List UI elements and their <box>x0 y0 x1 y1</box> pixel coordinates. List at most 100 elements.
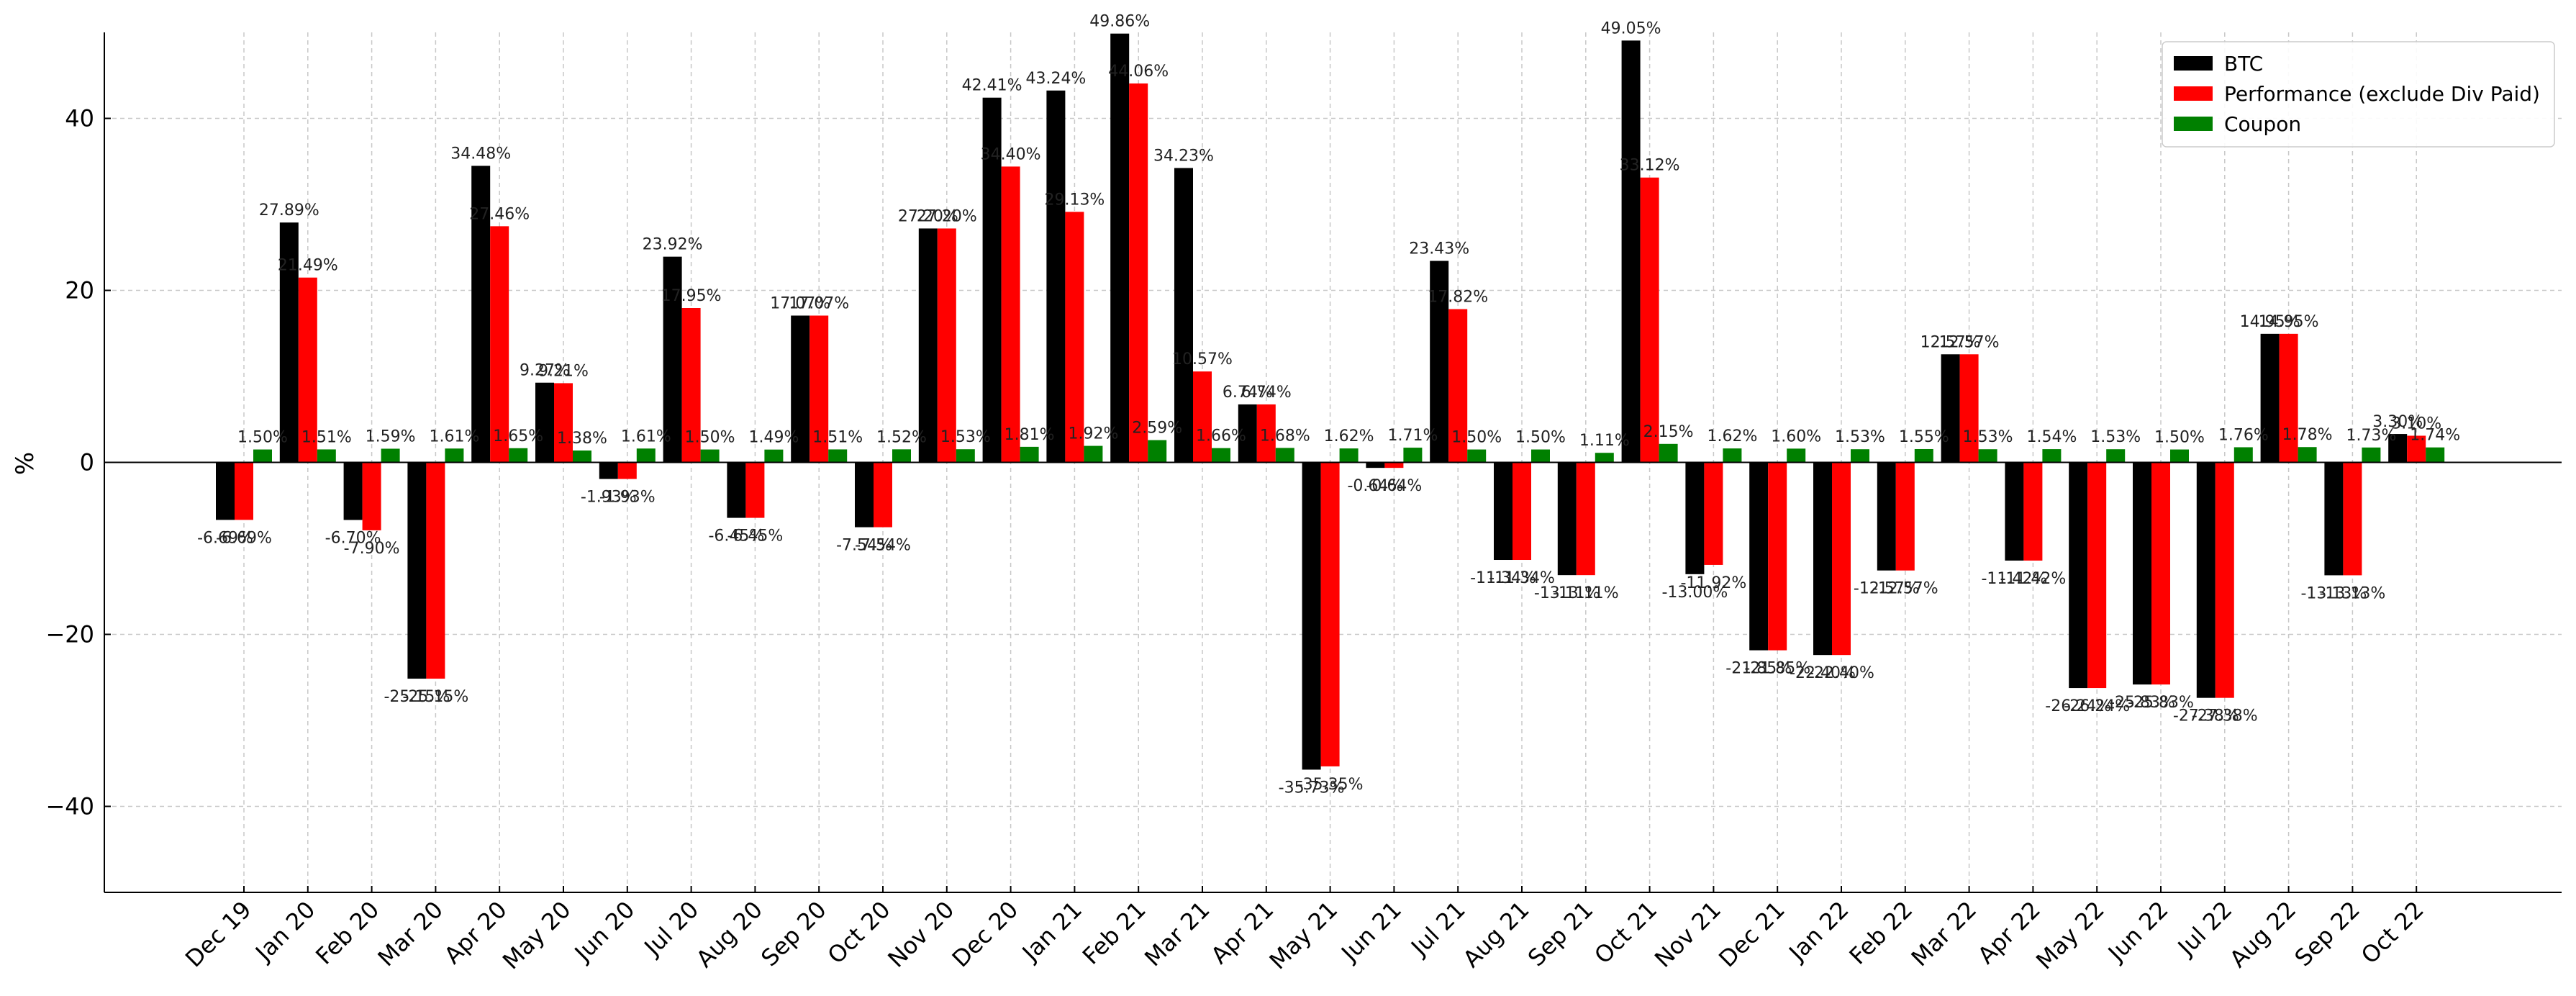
performance-value-label: 21.49% <box>278 257 338 275</box>
btc-value-label: 34.48% <box>450 145 511 163</box>
coupon-bar <box>1084 445 1103 463</box>
btc-bar <box>2388 434 2408 463</box>
coupon-bar <box>1914 448 1933 463</box>
btc-value-label: -25.15% <box>384 688 450 706</box>
coupon-value-label: 1.54% <box>2026 428 2077 446</box>
performance-bar <box>2215 462 2234 698</box>
coupon-bar <box>1787 448 1806 463</box>
btc-value-label: 23.92% <box>643 236 703 254</box>
performance-bar <box>1193 371 1212 463</box>
y-tick-label: 0 <box>80 449 94 476</box>
performance-value-label: 27.20% <box>917 207 977 225</box>
coupon-bar <box>764 449 784 463</box>
coupon-bar <box>381 448 400 463</box>
x-tick-label: May 20 <box>497 896 576 975</box>
btc-value-label: -25.83% <box>2109 694 2175 712</box>
btc-bar <box>1302 462 1321 770</box>
btc-value-label: -22.40% <box>1790 664 1856 682</box>
performance-value-label: 6.74% <box>1241 384 1292 402</box>
performance-value-label: -25.15% <box>402 688 468 706</box>
coupon-bar <box>1659 443 1678 463</box>
performance-value-label: 17.07% <box>789 295 849 313</box>
btc-bar <box>2196 462 2216 698</box>
coupon-value-label: 1.50% <box>1515 429 1566 447</box>
performance-bar <box>298 277 317 463</box>
performance-value-label: 10.57% <box>1172 350 1233 368</box>
btc-bar <box>1621 40 1641 463</box>
x-tick-label: Feb 22 <box>1844 896 1918 970</box>
coupon-value-label: 1.92% <box>1068 425 1118 443</box>
coupon-bar <box>445 448 464 463</box>
x-tick-label: May 22 <box>2031 896 2110 975</box>
btc-bar <box>2005 462 2024 561</box>
btc-bar <box>407 462 427 679</box>
btc-value-label: -11.42% <box>1981 570 2047 588</box>
performance-value-label: -1.93% <box>599 489 656 507</box>
x-tick-label: Oct 20 <box>822 896 896 969</box>
coupon-value-label: 1.74% <box>2410 427 2460 445</box>
y-tick-label: −40 <box>45 793 94 820</box>
coupon-bar <box>1403 448 1423 463</box>
performance-value-label: 17.82% <box>1428 289 1488 307</box>
x-tick-label: Feb 20 <box>310 896 384 970</box>
btc-value-label: -27.38% <box>2173 707 2239 725</box>
performance-bar <box>937 228 956 463</box>
performance-value-label: 29.13% <box>1044 191 1105 209</box>
performance-value-label: -35.35% <box>1297 776 1364 794</box>
btc-bar <box>1685 462 1705 574</box>
x-tick-label: Oct 21 <box>1589 896 1662 969</box>
performance-value-label: 14.95% <box>2259 313 2319 331</box>
x-tick-label: Jun 20 <box>568 896 640 968</box>
btc-value-label: 6.74% <box>1223 384 1273 402</box>
btc-value-label: 34.23% <box>1153 147 1214 165</box>
legend-frame <box>2162 41 2555 148</box>
btc-value-label: 9.27% <box>520 362 570 380</box>
btc-value-label: 42.41% <box>962 77 1022 95</box>
btc-bar <box>216 462 235 520</box>
coupon-bar <box>2233 447 2253 463</box>
x-tick-label: Jun 21 <box>1335 896 1407 968</box>
performance-bar <box>1320 462 1340 766</box>
btc-bar <box>279 222 299 463</box>
coupon-value-label: 1.52% <box>876 428 927 446</box>
x-tick-label: May 21 <box>1264 896 1343 975</box>
x-tick-label: Mar 20 <box>373 896 449 972</box>
coupon-value-label: 1.51% <box>812 428 863 446</box>
performance-bar <box>554 383 573 463</box>
btc-bar <box>1238 404 1257 463</box>
btc-value-label: -6.45% <box>708 528 764 545</box>
btc-value-label: 27.89% <box>259 202 319 219</box>
performance-value-label: 27.46% <box>469 205 530 223</box>
coupon-value-label: 1.50% <box>685 429 735 447</box>
btc-value-label: 49.05% <box>1601 19 1661 37</box>
x-tick-label: Jan 20 <box>249 896 320 967</box>
performance-bar <box>1129 83 1148 463</box>
performance-bar <box>617 462 637 479</box>
btc-bar <box>1557 462 1577 576</box>
coupon-bar <box>253 449 272 463</box>
btc-value-label: 14.95% <box>2240 313 2300 331</box>
x-tick-label: Sep 20 <box>756 896 832 972</box>
y-tick-label: 20 <box>65 277 94 304</box>
x-tick-label: Mar 21 <box>1139 896 1215 972</box>
btc-value-label: 43.24% <box>1025 70 1086 88</box>
performance-bar <box>2343 462 2362 576</box>
performance-bar <box>1704 462 1723 565</box>
btc-bar <box>599 462 618 479</box>
performance-value-label: -11.34% <box>1489 569 1555 587</box>
coupon-value-label: 2.59% <box>1132 420 1182 438</box>
coupon-bar <box>2362 447 2381 463</box>
performance-value-label: 12.57% <box>1939 333 2000 351</box>
btc-value-label: -35.73% <box>1279 779 1345 797</box>
coupon-value-label: 1.61% <box>621 427 671 445</box>
btc-bar <box>1941 354 1960 463</box>
performance-value-label: -22.40% <box>1808 664 1874 682</box>
coupon-bar <box>1978 449 1997 463</box>
performance-bar <box>1256 404 1276 463</box>
coupon-bar <box>1020 446 1039 463</box>
coupon-bar <box>636 448 656 463</box>
performance-value-label: -13.13% <box>2319 584 2385 602</box>
performance-value-label: -6.45% <box>727 528 783 545</box>
coupon-value-label: 1.62% <box>1324 427 1374 445</box>
